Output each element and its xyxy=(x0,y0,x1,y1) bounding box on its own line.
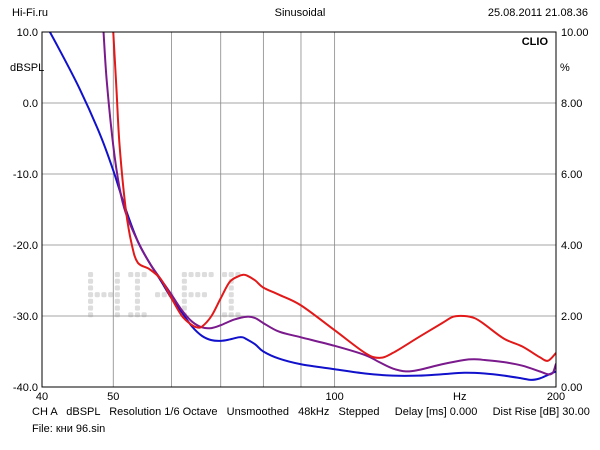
y-axis-left-label: dBSPL xyxy=(10,62,44,74)
watermark-dot xyxy=(181,285,187,291)
watermark-dot xyxy=(141,272,147,278)
watermark-dot xyxy=(88,312,94,318)
series-line-1 xyxy=(48,32,556,381)
watermark-dot xyxy=(228,272,234,278)
watermark-dot xyxy=(195,292,201,298)
watermark-dot xyxy=(114,305,120,311)
y-left-tick-label: 0.0 xyxy=(23,98,38,110)
watermark-dot xyxy=(161,292,167,298)
watermark-dot xyxy=(228,298,234,304)
watermark xyxy=(88,272,241,318)
watermark-dot xyxy=(181,298,187,304)
watermark-dot xyxy=(134,305,140,311)
y-right-tick-label: 6.00 xyxy=(561,169,582,181)
watermark-dot xyxy=(88,285,94,291)
series-layer xyxy=(48,32,556,381)
y-left-tick-label: -20.0 xyxy=(13,240,38,252)
watermark-dot xyxy=(128,272,134,278)
watermark-dot xyxy=(222,312,228,318)
watermark-dot xyxy=(114,278,120,284)
watermark-dot xyxy=(134,272,140,278)
watermark-dot xyxy=(88,298,94,304)
watermark-dot xyxy=(222,272,228,278)
watermark-dot xyxy=(228,305,234,311)
watermark-dot xyxy=(181,278,187,284)
watermark-dot xyxy=(235,312,241,318)
y-right-tick-label: 2.00 xyxy=(561,311,582,323)
watermark-dot xyxy=(181,292,187,298)
y-right-tick-label: 10.00 xyxy=(561,27,589,39)
plot-frame xyxy=(41,31,557,388)
series-line-2 xyxy=(102,32,556,376)
watermark-dot xyxy=(188,272,194,278)
watermark-dot xyxy=(228,285,234,291)
chart-grid xyxy=(42,32,556,387)
y-left-tick-label: -10.0 xyxy=(13,169,38,181)
watermark-dot xyxy=(181,272,187,278)
y-right-tick-label: 8.00 xyxy=(561,98,582,110)
x-axis-label: Hz xyxy=(453,391,466,403)
watermark-dot xyxy=(134,292,140,298)
watermark-dot xyxy=(181,305,187,311)
watermark-dot xyxy=(134,285,140,291)
watermark-dot xyxy=(114,312,120,318)
x-tick-label: 200 xyxy=(547,391,565,403)
y-left-tick-label: 10.0 xyxy=(17,27,38,39)
watermark-dot xyxy=(128,312,134,318)
y-right-tick-label: 4.00 xyxy=(561,240,582,252)
watermark-dot xyxy=(88,278,94,284)
file-name: File: кни 96.sin xyxy=(32,423,106,435)
watermark-dot xyxy=(228,312,234,318)
watermark-dot xyxy=(114,285,120,291)
watermark-dot xyxy=(114,272,120,278)
watermark-dot xyxy=(134,312,140,318)
clio-brand-label: CLIO xyxy=(522,36,549,48)
y-left-tick-label: -40.0 xyxy=(13,382,38,394)
watermark-dot xyxy=(101,292,107,298)
watermark-dot xyxy=(134,278,140,284)
y-left-tick-label: -30.0 xyxy=(13,311,38,323)
watermark-dot xyxy=(201,272,207,278)
axis-tick-labels: 10.0 0.0 -10.0 -20.0 -30.0 -40.0 10.00 8.00 6.00… xyxy=(13,27,589,403)
watermark-dot xyxy=(114,292,120,298)
header-timestamp: 25.08.2011 21.08.36 xyxy=(487,7,588,19)
watermark-dot xyxy=(141,312,147,318)
watermark-dot xyxy=(195,272,201,278)
header-title: Sinusoidal xyxy=(274,7,326,19)
watermark-dot xyxy=(108,292,114,298)
x-tick-label: 100 xyxy=(325,391,343,403)
watermark-dot xyxy=(88,272,94,278)
watermark-dot xyxy=(94,292,100,298)
watermark-dot xyxy=(134,298,140,304)
series-line-3 xyxy=(112,32,556,362)
measurement-settings: CH A dBSPL Resolution 1/6 Octave Unsmoot… xyxy=(32,406,590,418)
watermark-dot xyxy=(88,292,94,298)
watermark-dot xyxy=(208,272,214,278)
watermark-dot xyxy=(188,292,194,298)
y-right-tick-label: 0.00 xyxy=(561,382,582,394)
header-site-name: Hi-Fi.ru xyxy=(12,7,49,19)
x-tick-label: 40 xyxy=(36,391,48,403)
watermark-dot xyxy=(88,305,94,311)
y-axis-right-label: % xyxy=(560,62,570,74)
watermark-dot xyxy=(155,292,161,298)
x-tick-label: 50 xyxy=(107,391,119,403)
watermark-dot xyxy=(201,292,207,298)
watermark-dot xyxy=(228,292,234,298)
watermark-dot xyxy=(114,298,120,304)
